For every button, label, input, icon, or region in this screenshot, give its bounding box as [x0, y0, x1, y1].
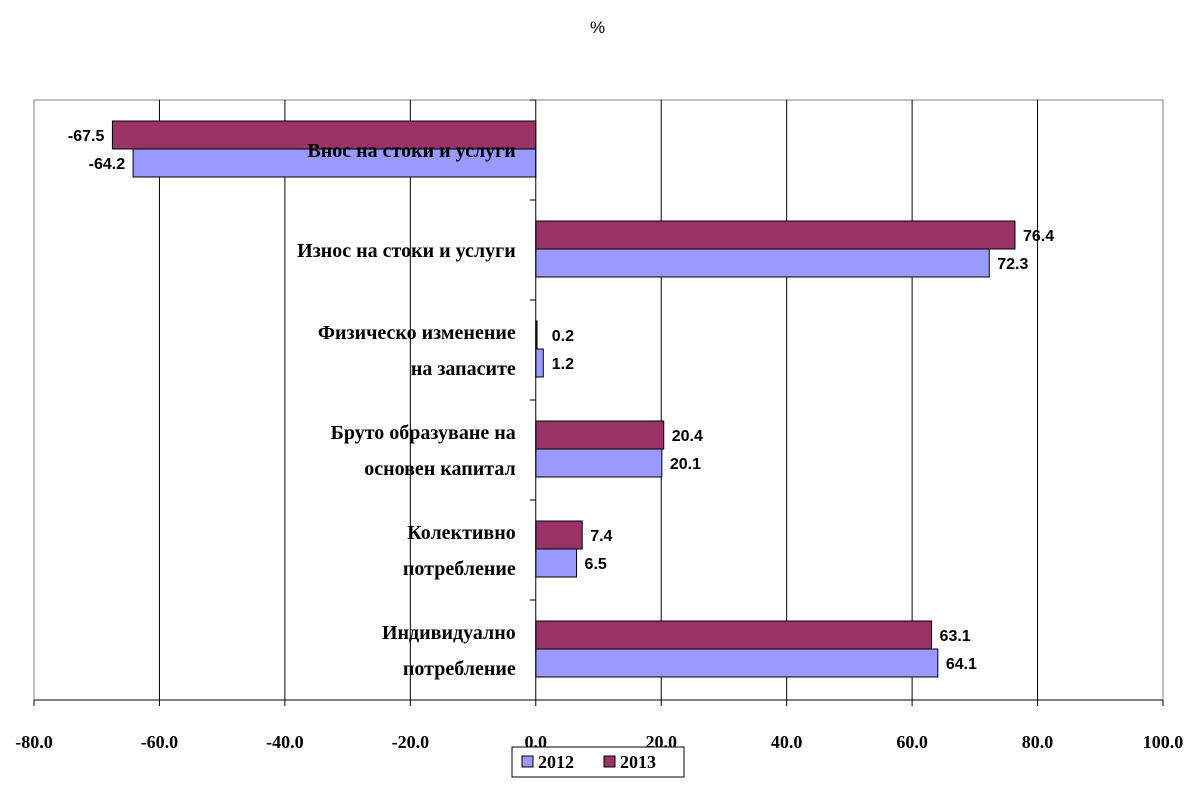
bar-series-2012 — [535, 248, 990, 278]
legend-box — [511, 746, 685, 778]
data-label-series-2012: -64.2 — [89, 156, 126, 173]
legend-label: 2013 — [620, 752, 656, 772]
x-tick-label: 40.0 — [771, 732, 803, 752]
legend-swatch — [603, 755, 616, 768]
category-label: Физическо изменение — [318, 322, 516, 344]
data-label-series-2012: 72.3 — [997, 256, 1028, 273]
data-label-series-2012: 1.2 — [552, 356, 574, 373]
bars — [111, 120, 1016, 678]
x-tick-label: -40.0 — [266, 732, 304, 752]
data-label-series-2013: 7.4 — [590, 528, 612, 545]
data-label-series-2013: 20.4 — [672, 428, 703, 445]
x-tick-label: -60.0 — [141, 732, 179, 752]
category-label: Бруто образуване на — [331, 422, 516, 444]
data-label-series-2013: 63.1 — [940, 628, 971, 645]
bar-series-2013 — [535, 220, 1016, 250]
gridlines — [33, 99, 1164, 701]
category-label: потребление — [403, 658, 516, 680]
category-label: Индивидуално — [382, 622, 516, 644]
data-label-series-2013: 0.2 — [552, 328, 574, 345]
category-label: Колективно — [407, 522, 516, 544]
data-label-series-2012: 20.1 — [670, 456, 701, 473]
bar-series-2012 — [535, 548, 578, 578]
x-tick-label: 100.0 — [1143, 732, 1184, 752]
legend: 2012 2013 — [511, 746, 685, 778]
labels: -80.0 -60.0 -40.0 -20.0 0.0 20.0 40.0 60.0 80.0 1… — [15, 128, 1183, 752]
x-tick-label: 60.0 — [896, 732, 928, 752]
unit-label: % — [589, 18, 606, 37]
data-label-series-2013: -67.5 — [68, 128, 105, 145]
category-label: основен капитал — [364, 458, 516, 480]
x-tick-label: -20.0 — [392, 732, 430, 752]
category-label: Внос на стоки и услуги — [307, 140, 515, 162]
data-label-series-2012: 6.5 — [585, 556, 607, 573]
bar-series-2012 — [535, 448, 663, 478]
axes — [33, 99, 1164, 706]
category-label: на запасите — [411, 358, 516, 380]
x-tick-label: 80.0 — [1022, 732, 1054, 752]
plot-area-frame — [33, 99, 1164, 701]
legend-label: 2012 — [538, 752, 574, 772]
x-tick-label: -80.0 — [15, 732, 53, 752]
bar-series-2013 — [535, 420, 665, 450]
data-label-series-2012: 64.1 — [946, 656, 977, 673]
bar-series-2012 — [535, 648, 939, 678]
category-label: потребление — [403, 558, 516, 580]
bar-series-2013 — [535, 620, 933, 650]
bar-series-2013 — [535, 520, 583, 550]
legend-swatch — [521, 755, 534, 768]
bar-series-2012 — [535, 348, 544, 378]
data-label-series-2013: 76.4 — [1023, 228, 1054, 245]
category-label: Износ на стоки и услуги — [297, 240, 516, 262]
